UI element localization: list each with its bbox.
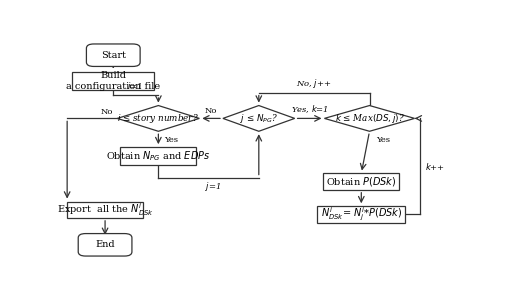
Text: No: No — [101, 108, 113, 116]
Bar — [67, 202, 143, 218]
FancyBboxPatch shape — [78, 233, 132, 256]
Polygon shape — [117, 105, 199, 131]
Text: Yes, $k$=1: Yes, $k$=1 — [291, 103, 329, 115]
Text: Yes: Yes — [165, 136, 178, 144]
Text: $i$=1: $i$=1 — [127, 81, 142, 92]
FancyBboxPatch shape — [86, 44, 140, 67]
Text: $j$ ≤ $N_{PG}$?: $j$ ≤ $N_{PG}$? — [240, 112, 278, 125]
Text: $k$ ≤ Max$(DS, j)$?: $k$ ≤ Max$(DS, j)$? — [334, 112, 405, 125]
Text: End: End — [95, 240, 115, 249]
Text: No: No — [205, 107, 217, 115]
Polygon shape — [324, 105, 415, 131]
Text: Yes: Yes — [376, 136, 390, 144]
Polygon shape — [223, 105, 295, 131]
Text: Export  all the $N^i_{DSk}$: Export all the $N^i_{DSk}$ — [57, 201, 153, 218]
Bar — [121, 147, 196, 165]
Text: $i$ ≤ story number?: $i$ ≤ story number? — [117, 112, 199, 125]
Bar — [317, 206, 405, 223]
Text: $k$++: $k$++ — [425, 161, 445, 172]
Text: $N^i_{DSk}$= $N^i_j$*$P(DSk)$: $N^i_{DSk}$= $N^i_j$*$P(DSk)$ — [321, 206, 402, 223]
Text: No, $j$++: No, $j$++ — [296, 77, 332, 90]
Text: Start: Start — [101, 51, 126, 60]
Text: Obtain $N_{PG}$ and $EDPs$: Obtain $N_{PG}$ and $EDPs$ — [106, 149, 211, 163]
Bar — [72, 72, 154, 90]
Text: Build
a configuration file: Build a configuration file — [66, 71, 160, 91]
Bar — [323, 173, 399, 190]
Text: Obtain $P(DSk)$: Obtain $P(DSk)$ — [326, 175, 397, 188]
Text: $j$=1: $j$=1 — [205, 180, 221, 193]
